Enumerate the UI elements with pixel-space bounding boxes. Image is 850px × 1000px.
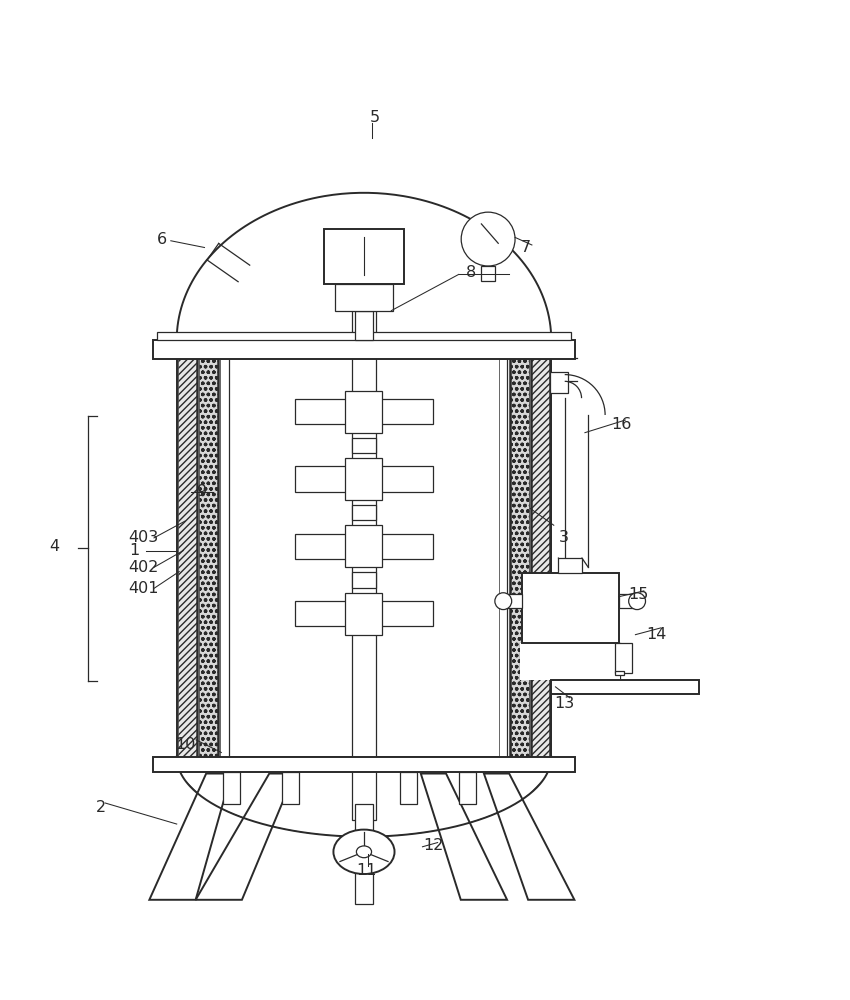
Text: 15: 15 — [628, 587, 649, 602]
Text: 7: 7 — [521, 240, 531, 255]
Bar — [345, 593, 382, 635]
Polygon shape — [484, 774, 575, 900]
Text: 16: 16 — [611, 417, 632, 432]
Bar — [376, 466, 433, 492]
Bar — [354, 838, 373, 904]
Bar — [354, 311, 373, 340]
Bar — [157, 332, 570, 340]
Bar — [295, 601, 352, 626]
Bar — [345, 391, 382, 433]
Bar — [481, 266, 495, 281]
Text: 402: 402 — [128, 560, 158, 575]
Bar — [619, 594, 638, 608]
Bar — [531, 359, 550, 757]
Text: 12: 12 — [423, 838, 444, 853]
Bar — [376, 399, 433, 424]
Circle shape — [629, 593, 645, 610]
Polygon shape — [196, 774, 295, 900]
Polygon shape — [421, 774, 507, 900]
Bar — [522, 573, 619, 643]
Bar — [335, 284, 394, 311]
Bar — [345, 458, 382, 500]
Bar — [552, 680, 699, 694]
Text: 10: 10 — [175, 737, 196, 752]
Text: 5: 5 — [370, 110, 380, 125]
Bar — [520, 643, 620, 680]
Text: 6: 6 — [157, 232, 167, 247]
Text: 401: 401 — [128, 581, 158, 596]
Bar — [345, 525, 382, 567]
Bar — [178, 359, 197, 757]
Bar — [282, 772, 298, 804]
Bar — [352, 438, 376, 453]
Bar — [352, 306, 376, 820]
Bar — [503, 594, 522, 608]
Text: 1: 1 — [129, 543, 139, 558]
Bar — [459, 772, 475, 804]
Bar — [550, 372, 568, 393]
Bar — [220, 359, 229, 757]
Text: 8: 8 — [466, 265, 476, 280]
Circle shape — [462, 212, 515, 266]
Bar — [295, 466, 352, 492]
Bar — [376, 534, 433, 559]
Bar — [324, 229, 404, 284]
Bar — [352, 505, 376, 520]
Text: 2: 2 — [96, 800, 106, 815]
Text: 14: 14 — [646, 627, 666, 642]
Text: 11: 11 — [356, 863, 377, 878]
Bar — [615, 643, 632, 673]
Circle shape — [495, 593, 512, 610]
Bar — [177, 340, 552, 757]
Bar — [499, 359, 507, 757]
Bar — [352, 572, 376, 588]
Bar — [400, 772, 416, 804]
Text: 403: 403 — [128, 530, 158, 545]
Bar — [354, 804, 373, 838]
Ellipse shape — [333, 830, 394, 874]
Bar — [558, 558, 582, 573]
Bar — [295, 534, 352, 559]
Text: 4: 4 — [49, 539, 60, 554]
Bar — [295, 399, 352, 424]
Text: 9: 9 — [197, 484, 207, 499]
Bar — [153, 340, 575, 359]
Polygon shape — [150, 774, 231, 900]
Bar — [376, 601, 433, 626]
Text: 13: 13 — [553, 696, 574, 711]
Bar — [615, 671, 624, 675]
Bar — [223, 772, 240, 804]
Bar — [510, 359, 529, 757]
Ellipse shape — [356, 846, 371, 858]
Bar — [153, 757, 575, 772]
Bar — [200, 359, 218, 757]
Text: 3: 3 — [559, 530, 569, 545]
